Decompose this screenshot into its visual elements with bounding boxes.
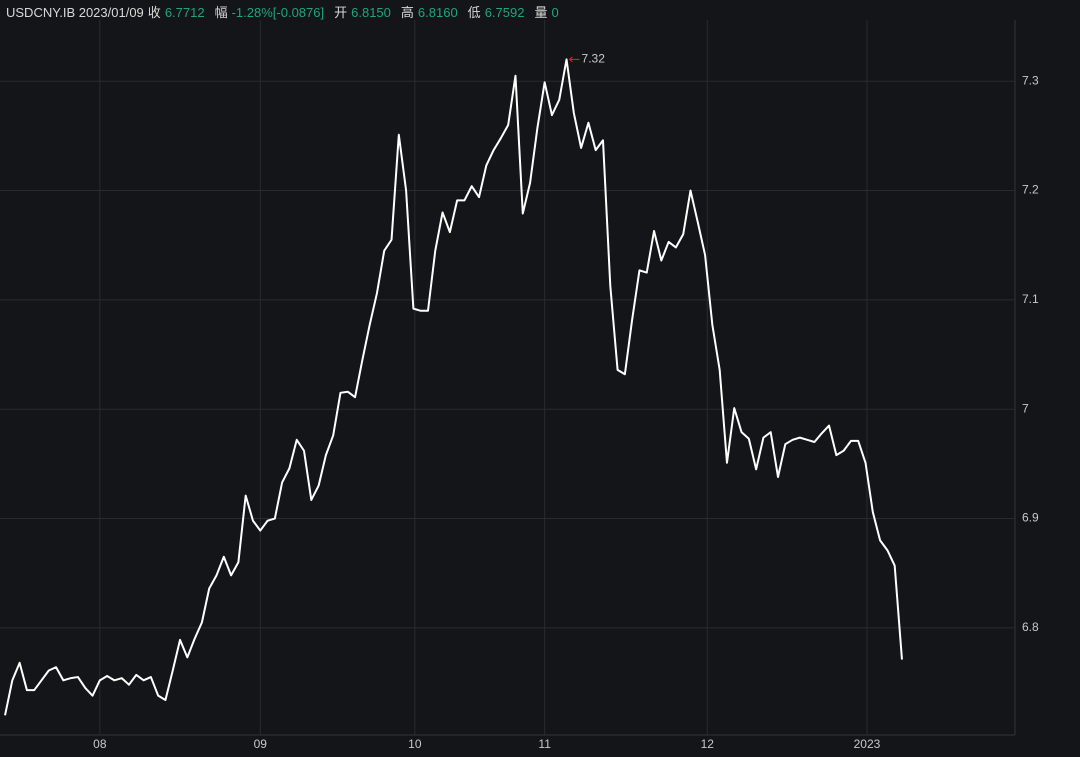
header: USDCNY.IB 2023/01/09 收 6.7712 幅 -1.28%[-0.08… [6,2,569,21]
y-tick-label: 6.9 [1022,511,1039,525]
header-value: 0 [551,5,559,20]
header-value: 6.8160 [417,5,458,20]
y-tick-label: 6.8 [1022,620,1039,634]
x-tick-label: 10 [408,737,422,751]
x-tick-label: 08 [93,737,107,751]
header-label: 幅 [214,5,228,20]
x-tick-label: 09 [254,737,268,751]
header-label: 开 [334,5,348,20]
header-label: 收 [147,5,161,20]
header-value: -1.28%[-0.0876] [231,5,325,20]
y-tick-label: 7.1 [1022,292,1039,306]
header-value: 6.8150 [351,5,391,20]
header-value: 6.7592 [484,5,525,20]
y-tick-label: 7.3 [1022,73,1039,87]
annotation-arrow [569,56,580,63]
header-value: 6.7712 [164,5,205,20]
x-tick-label: 11 [538,737,551,751]
x-tick-label: 2023 [854,737,881,751]
max-annotation: 7.32 [582,52,606,66]
price-line [4,58,903,716]
y-tick-label: 7 [1022,401,1029,415]
header-label: 量 [534,5,548,20]
x-tick-label: 12 [701,737,715,751]
header-label: 低 [467,5,481,20]
header-label: 高 [400,5,414,20]
y-tick-label: 7.2 [1022,183,1039,197]
symbol: USDCNY.IB 2023/01/09 [6,5,144,20]
